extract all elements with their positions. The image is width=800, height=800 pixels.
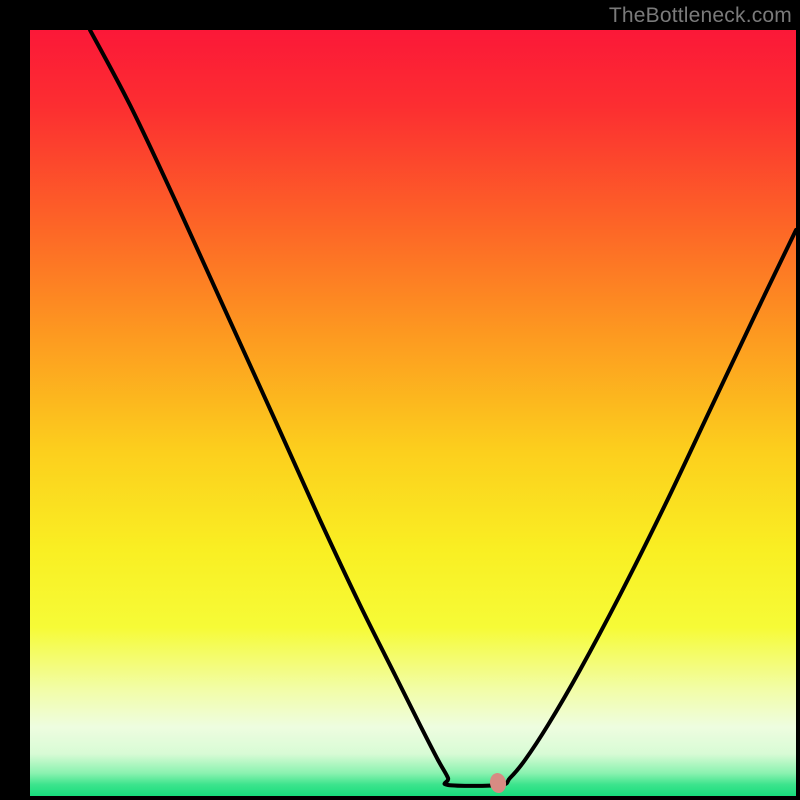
- frame-border-bottom: [0, 796, 800, 800]
- chart-container: TheBottleneck.com: [0, 0, 800, 800]
- frame-border-left: [0, 0, 30, 800]
- gradient-background: [30, 30, 796, 796]
- watermark-text: TheBottleneck.com: [609, 4, 792, 28]
- bottleneck-chart: [0, 0, 800, 800]
- frame-border-right: [796, 0, 800, 800]
